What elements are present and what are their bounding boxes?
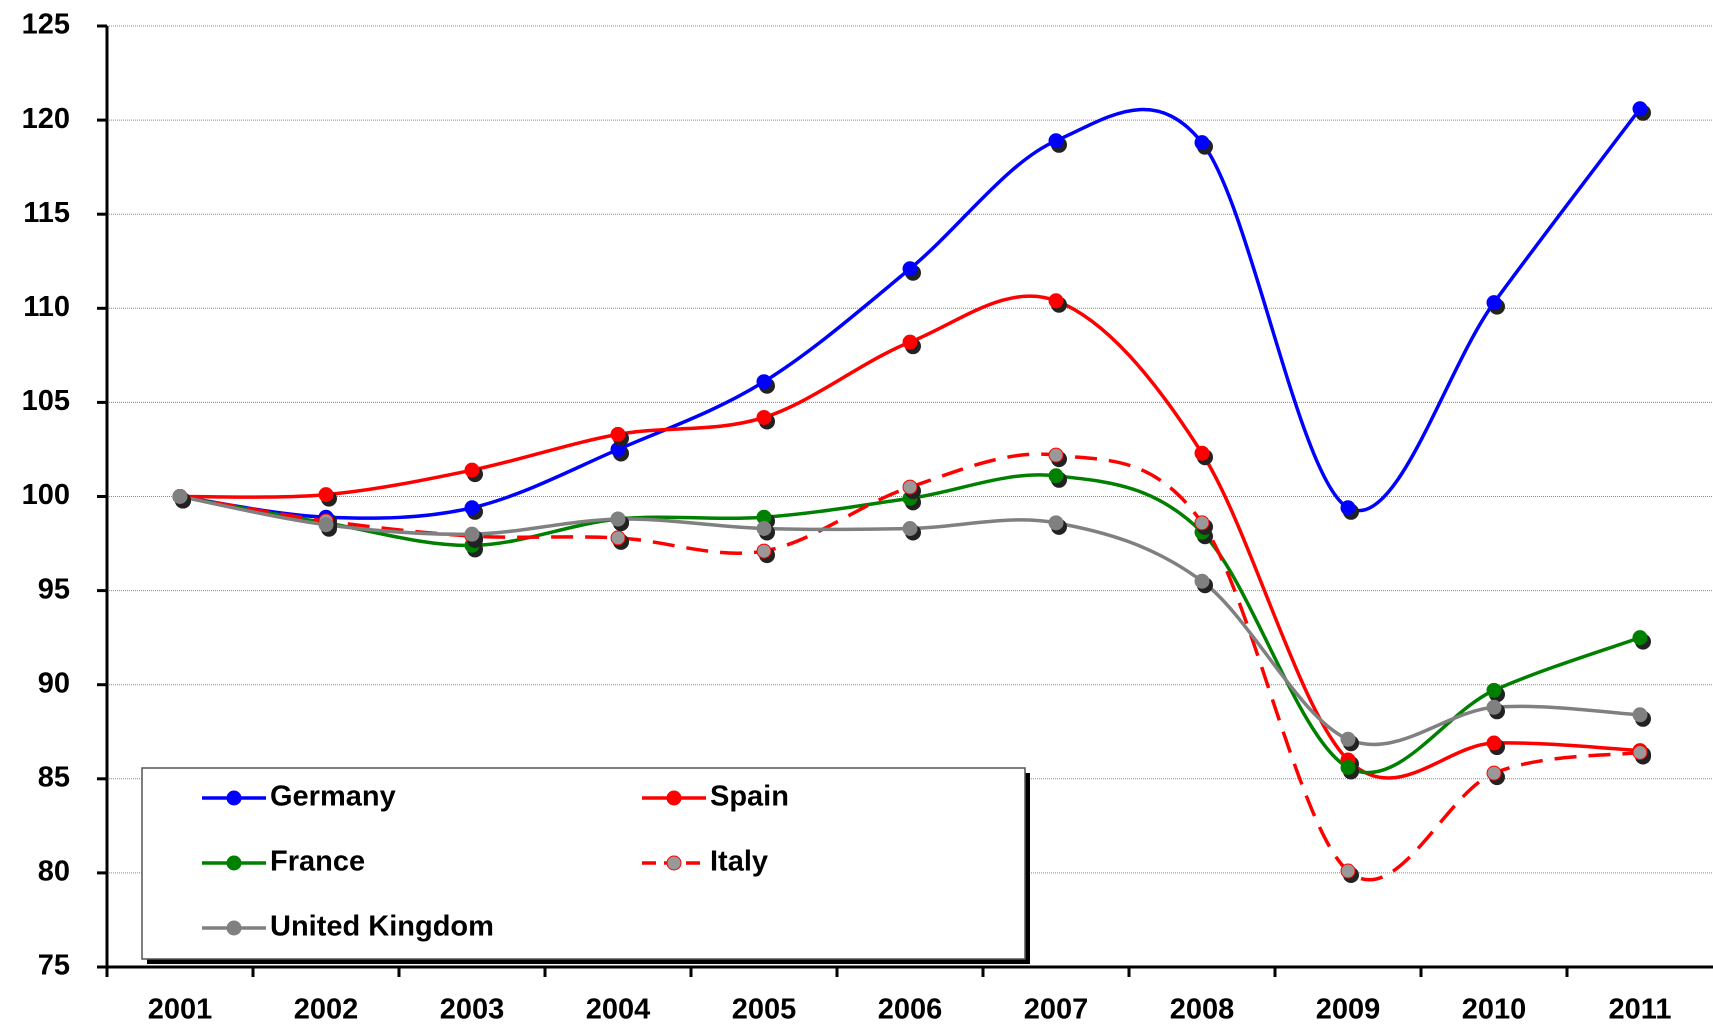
marker	[756, 374, 772, 390]
x-tick-label: 2005	[732, 994, 797, 1026]
marker	[1632, 707, 1648, 723]
line	[179, 473, 1641, 775]
marker	[902, 334, 918, 350]
y-tick-label: 120	[22, 103, 70, 135]
x-tick-label: 2009	[1316, 994, 1381, 1026]
marker	[464, 462, 480, 478]
marker	[756, 520, 772, 536]
marker	[756, 543, 772, 559]
x-tick-label: 2010	[1462, 994, 1527, 1026]
legend	[141, 767, 1026, 960]
y-tick-label: 125	[22, 9, 70, 41]
marker	[1632, 101, 1648, 117]
x-tick-label: 2008	[1170, 994, 1235, 1026]
y-tick-label: 115	[23, 197, 70, 229]
marker	[464, 500, 480, 516]
y-tick-label: 75	[38, 950, 70, 982]
legend-label: Italy	[710, 846, 768, 878]
marker	[902, 520, 918, 536]
legend-label: United Kingdom	[270, 911, 494, 943]
legend-marker	[226, 920, 242, 936]
marker	[1194, 445, 1210, 461]
marker	[318, 487, 334, 503]
line	[179, 452, 1641, 882]
marker	[1194, 573, 1210, 589]
x-tick-label: 2002	[294, 994, 359, 1026]
marker	[1486, 735, 1502, 751]
marker	[756, 409, 772, 425]
marker	[610, 426, 626, 442]
marker	[1340, 731, 1356, 747]
y-tick-label: 100	[22, 479, 70, 511]
marker	[1486, 682, 1502, 698]
x-tick-label: 2004	[586, 994, 651, 1026]
legend-label: France	[270, 846, 365, 878]
legend-label: Germany	[270, 781, 396, 813]
x-tick-label: 2006	[878, 994, 943, 1026]
legend-marker	[666, 790, 682, 806]
line	[179, 294, 1641, 780]
marker	[610, 530, 626, 546]
x-tick-label: 2001	[148, 994, 213, 1026]
legend-marker	[666, 855, 682, 871]
marker	[1048, 447, 1064, 463]
line	[179, 107, 1642, 520]
y-tick-label: 105	[22, 385, 70, 417]
y-tick-label: 110	[23, 291, 70, 323]
marker	[1340, 863, 1356, 879]
marker	[1340, 500, 1356, 516]
marker	[1048, 293, 1064, 309]
marker	[1632, 744, 1648, 760]
marker	[464, 526, 480, 542]
marker	[1486, 295, 1502, 311]
marker	[1194, 135, 1210, 151]
y-tick-label: 90	[38, 667, 70, 699]
marker	[1048, 515, 1064, 531]
y-tick-label: 95	[38, 573, 70, 605]
marker	[610, 511, 626, 527]
legend-marker	[226, 855, 242, 871]
marker	[1048, 133, 1064, 149]
marker	[1340, 760, 1356, 776]
legend-marker	[226, 790, 242, 806]
marker	[1048, 468, 1064, 484]
marker	[318, 517, 334, 533]
marker	[902, 479, 918, 495]
y-tick-label: 80	[38, 856, 70, 888]
marker	[1486, 765, 1502, 781]
marker	[1486, 699, 1502, 715]
y-tick-label: 85	[38, 761, 70, 793]
line	[179, 494, 1641, 747]
x-tick-label: 2003	[440, 994, 505, 1026]
marker	[1632, 630, 1648, 646]
marker	[1194, 515, 1210, 531]
marker	[902, 261, 918, 277]
x-tick-label: 2007	[1024, 994, 1089, 1026]
x-tick-label: 2011	[1609, 994, 1672, 1026]
marker	[172, 489, 188, 504]
legend-label: Spain	[710, 781, 789, 813]
